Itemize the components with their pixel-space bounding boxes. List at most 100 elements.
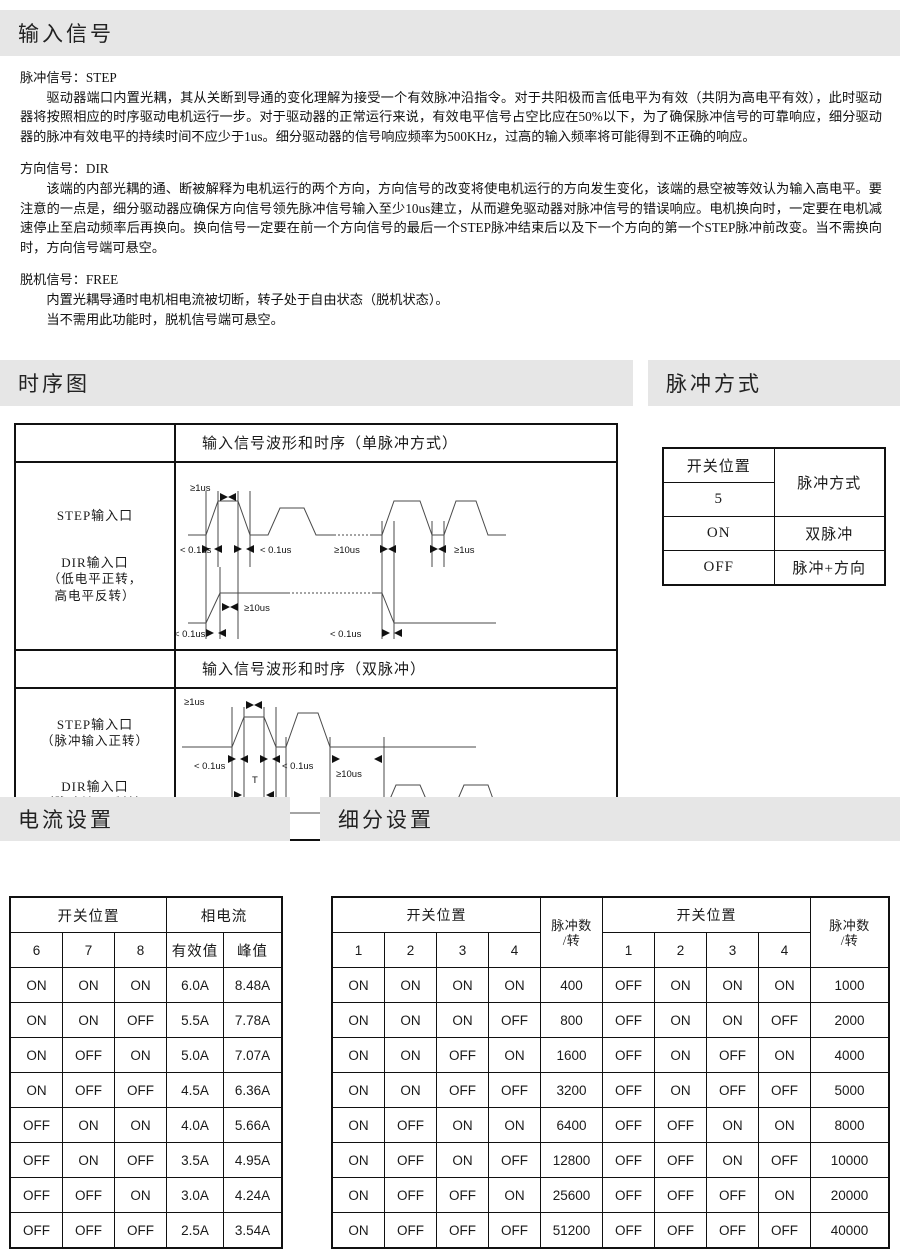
table-row: OFF OFF ON 3.0A 4.24A (10, 1177, 283, 1213)
timing-caption-cell-single: 输入信号波形和时序（单脉冲方式） (176, 425, 616, 461)
micro-cell: ON (758, 1037, 811, 1073)
micro-cell-pulses: 6400 (540, 1107, 603, 1143)
micro-cell-pulses: 40000 (810, 1212, 889, 1248)
current-cell-peak: 4.95A (223, 1142, 283, 1178)
micro-cell: ON (706, 1142, 759, 1178)
pulse-switch-number: 5 (663, 482, 775, 517)
timing-label-step-double: STEP输入口 （脉冲输入正转） (41, 716, 149, 750)
pulse-header-switch: 开关位置 (663, 448, 775, 483)
current-cell-sw: ON (113, 967, 168, 1003)
table-row: ON 双脉冲 (663, 516, 885, 551)
micro-cell-pulses: 3200 (540, 1072, 603, 1108)
current-cell-peak: 4.24A (223, 1177, 283, 1213)
micro-header-pulses-left-line1: 脉冲数 (551, 917, 592, 933)
timing-label-dir-line2: （低电平正转， (47, 572, 143, 586)
current-cell-sw: OFF (113, 1072, 168, 1108)
current-cell-peak: 3.54A (223, 1212, 283, 1248)
micro-cell-pulses: 20000 (810, 1177, 889, 1213)
wave-annot-d1: ≥1us (184, 697, 205, 708)
current-cell-sw: OFF (10, 1142, 63, 1178)
current-header-phase: 相电流 (166, 897, 283, 933)
micro-cell: OFF (706, 1037, 759, 1073)
table-subheader-row: 1 2 3 4 1 2 3 4 (332, 932, 889, 968)
micro-subheader-r3: 3 (706, 932, 759, 968)
micro-cell: OFF (384, 1107, 437, 1143)
timing-label-dir-d-line1: DIR输入口 (61, 779, 129, 794)
micro-subheader-r2: 2 (654, 932, 707, 968)
micro-cell: ON (436, 1142, 489, 1178)
micro-cell: OFF (706, 1072, 759, 1108)
micro-header-switch-left: 开关位置 (332, 897, 541, 933)
micro-cell: OFF (758, 1072, 811, 1108)
micro-cell-pulses: 25600 (540, 1177, 603, 1213)
table-row: ON OFF OFF ON 25600 OFF OFF OFF ON 20000 (332, 1177, 889, 1213)
current-cell-sw: OFF (113, 1212, 168, 1248)
micro-cell: ON (436, 967, 489, 1003)
micro-cell: OFF (488, 1072, 541, 1108)
current-cell-rms: 3.5A (166, 1142, 225, 1178)
pulse-mode-dual: 双脉冲 (773, 516, 885, 551)
current-cell-rms: 2.5A (166, 1212, 225, 1248)
section-title-input-signal: 输入信号 (18, 22, 114, 46)
section-title-microstep: 细分设置 (338, 808, 434, 832)
current-cell-rms: 3.0A (166, 1177, 225, 1213)
table-row: ON OFF ON 5.0A 7.07A (10, 1037, 283, 1073)
text-block-free: 脱机信号：FREE 内置光耦导通时电机相电流被切断，转子处于自由状态（脱机状态）… (20, 270, 882, 329)
timing-label-dir-line3: 高电平反转） (54, 589, 136, 603)
micro-cell: OFF (436, 1072, 489, 1108)
timing-caption-spacer-single (16, 425, 176, 461)
wave-annot-s2: < 0.1us (180, 545, 212, 556)
timing-diagram-table: 输入信号波形和时序（单脉冲方式） STEP输入口 DIR输入口 （低电平正转， … (14, 423, 618, 841)
current-cell-sw: ON (113, 1037, 168, 1073)
table-row: 开关位置 脉冲方式 (663, 448, 885, 517)
table-row: ON OFF ON ON 6400 OFF OFF ON ON 8000 (332, 1107, 889, 1143)
micro-cell: OFF (654, 1142, 707, 1178)
timing-caption-double: 输入信号波形和时序（双脉冲） (202, 662, 427, 678)
text-para-free-2: 当不需用此功能时，脱机信号端可悬空。 (46, 311, 284, 327)
micro-cell: OFF (706, 1212, 759, 1248)
table-row: ON ON OFF ON 1600 OFF ON OFF ON 4000 (332, 1037, 889, 1073)
wave-annot-s1: ≥1us (190, 483, 211, 494)
micro-cell: ON (436, 1002, 489, 1038)
section-header-current: 电流设置 (0, 797, 290, 841)
micro-cell: ON (654, 1072, 707, 1108)
micro-cell: OFF (384, 1177, 437, 1213)
table-row: ON ON ON ON 400 OFF ON ON ON 1000 (332, 967, 889, 1003)
current-cell-sw: OFF (62, 1177, 115, 1213)
micro-subheader-r1: 1 (602, 932, 655, 968)
micro-cell: ON (332, 1212, 385, 1248)
text-block-dir: 方向信号：DIR 该端的内部光耦的通、断被解释为电机运行的两个方向，方向信号的改… (20, 159, 882, 257)
micro-cell: ON (488, 1037, 541, 1073)
micro-cell: OFF (654, 1177, 707, 1213)
timing-caption-single: 输入信号波形和时序（单脉冲方式） (202, 436, 459, 452)
micro-cell: OFF (488, 1142, 541, 1178)
section-title-current: 电流设置 (18, 808, 114, 832)
timing-label-single: STEP输入口 DIR输入口 （低电平正转， 高电平反转） (16, 463, 176, 649)
current-subheader-rms: 有效值 (166, 932, 225, 968)
table-row: OFF ON ON 4.0A 5.66A (10, 1107, 283, 1143)
current-cell-sw: ON (113, 1107, 168, 1143)
table-row: ON OFF OFF 4.5A 6.36A (10, 1072, 283, 1108)
timing-label-step-line2: （脉冲输入正转） (40, 734, 149, 748)
current-cell-sw: ON (62, 1142, 115, 1178)
table-row: OFF 脉冲+方向 (663, 550, 885, 585)
pulse-switch-off: OFF (663, 550, 775, 585)
micro-subheader-r4: 4 (758, 932, 811, 968)
section-header-timing: 时序图 (0, 360, 633, 406)
micro-cell: OFF (602, 967, 655, 1003)
micro-cell: OFF (436, 1212, 489, 1248)
current-subheader-7: 7 (62, 932, 115, 968)
micro-cell: ON (332, 967, 385, 1003)
micro-cell: OFF (384, 1142, 437, 1178)
micro-cell: ON (332, 1142, 385, 1178)
wave-annot-s3: < 0.1us (260, 545, 292, 556)
micro-cell: OFF (654, 1212, 707, 1248)
wave-annot-d3: < 0.1us (282, 761, 314, 772)
current-cell-rms: 6.0A (166, 967, 225, 1003)
current-cell-sw: OFF (10, 1177, 63, 1213)
micro-cell: ON (332, 1072, 385, 1108)
current-cell-sw: ON (10, 1037, 63, 1073)
micro-cell: ON (706, 1107, 759, 1143)
micro-cell-pulses: 1000 (810, 967, 889, 1003)
pulse-header-mode: 脉冲方式 (773, 448, 885, 517)
